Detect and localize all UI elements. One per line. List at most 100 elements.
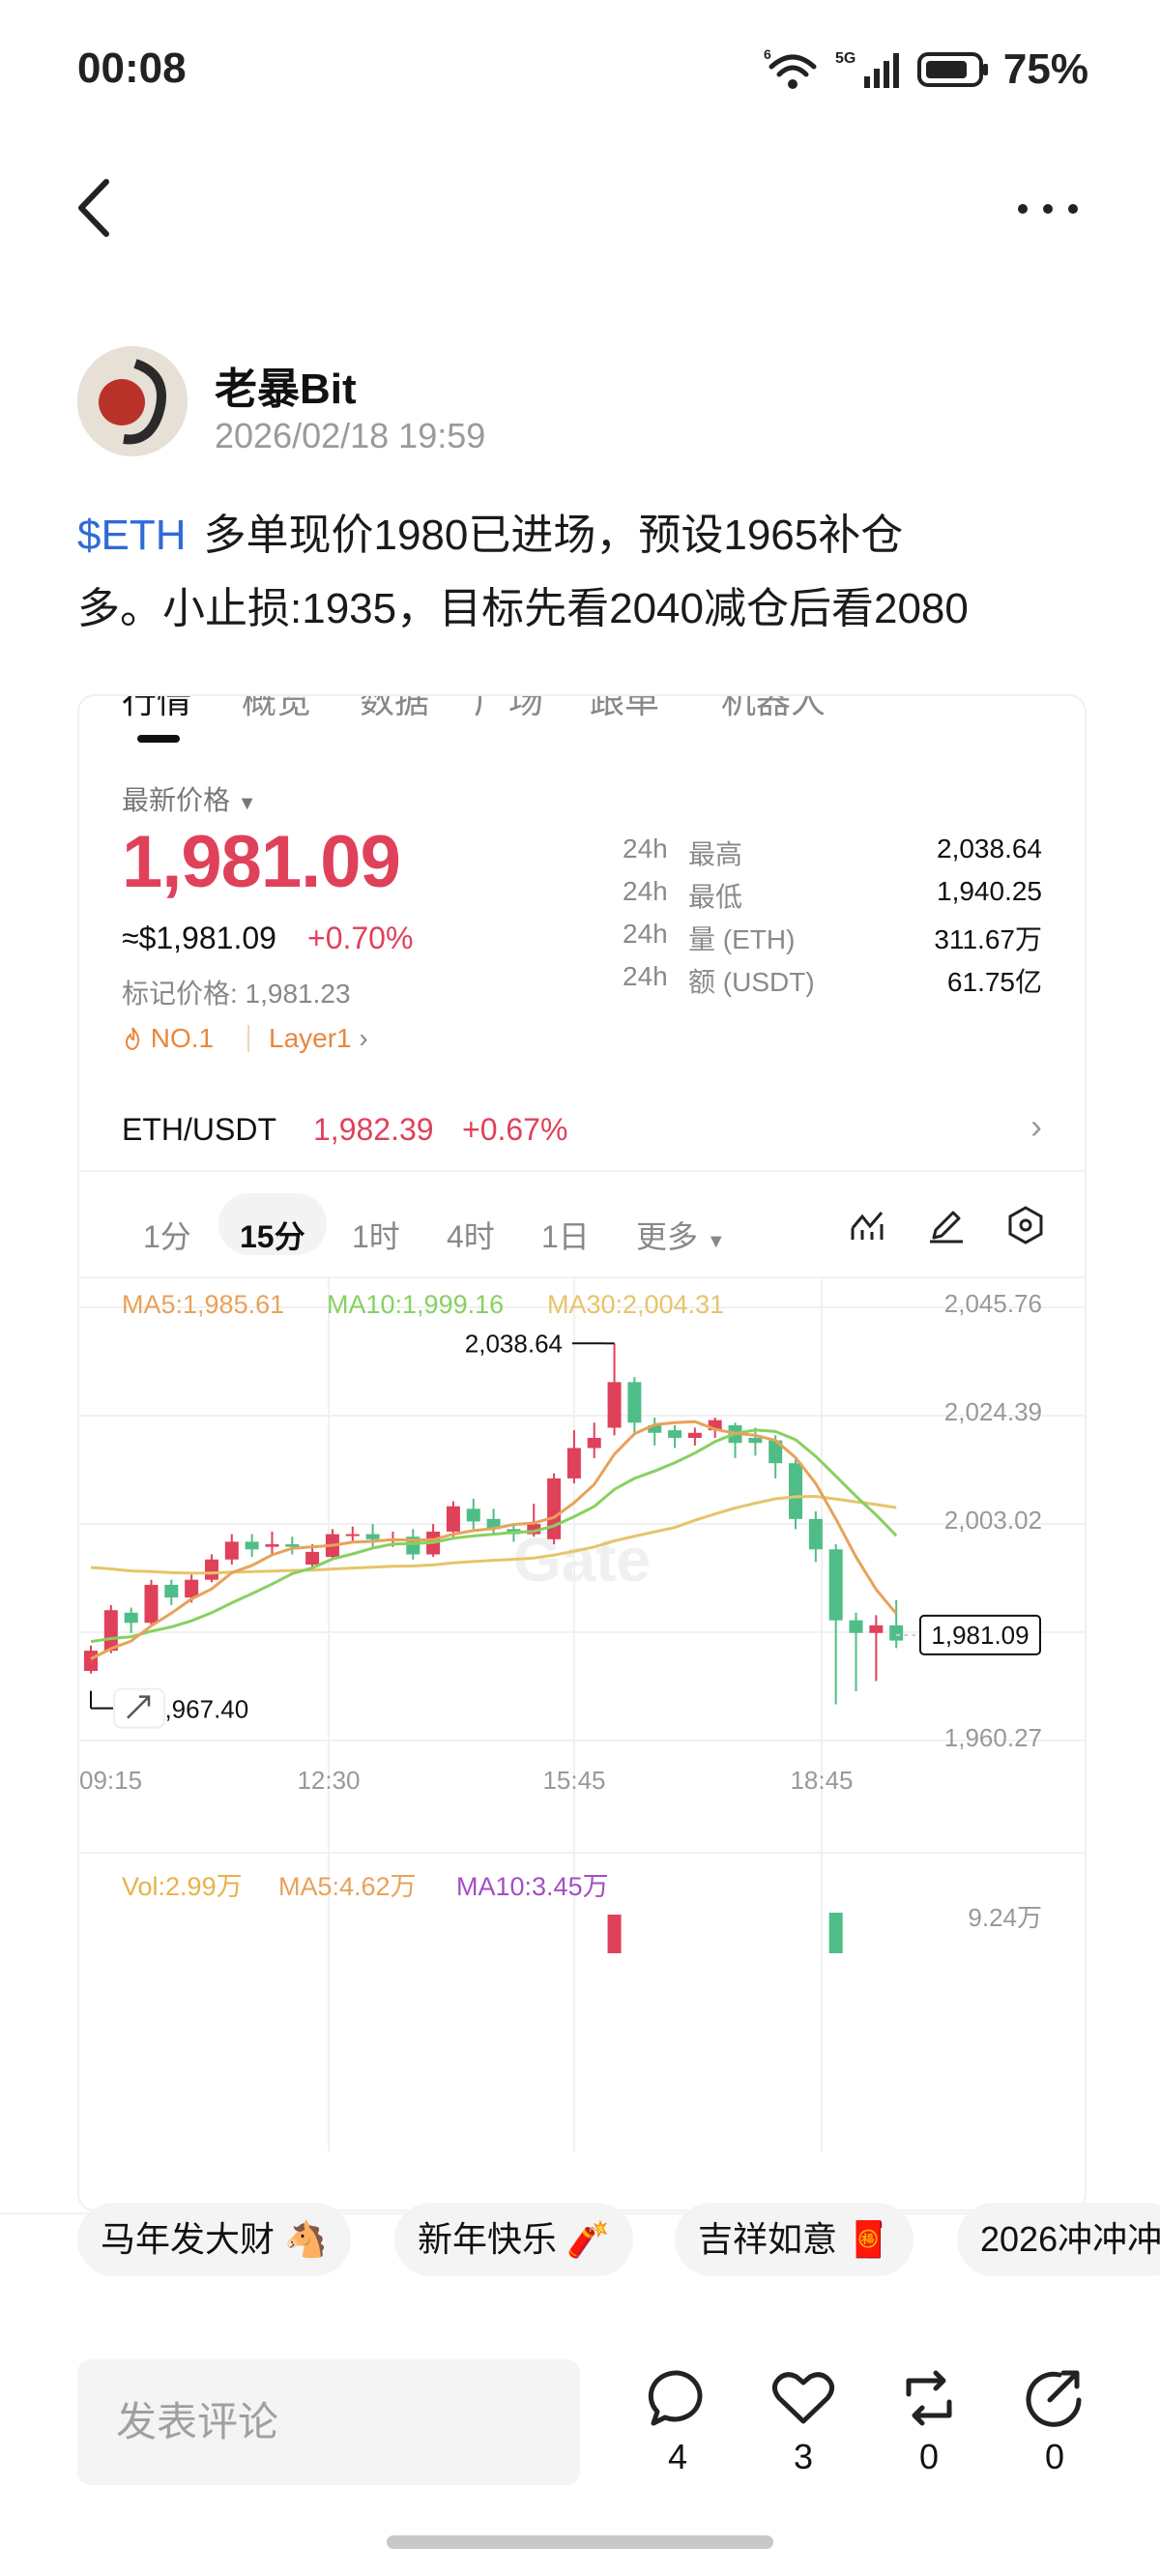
stat-value-low: 1,940.25	[937, 876, 1042, 906]
candle-body	[164, 1584, 179, 1598]
more-options-button[interactable]	[1013, 190, 1083, 228]
candle-body	[708, 1420, 722, 1431]
stat-value-volume: 311.67万	[934, 924, 1042, 954]
tab-bots[interactable]: 机器人	[721, 696, 826, 720]
timeframe-1m[interactable]: 1分	[143, 1219, 191, 1254]
volume-bar	[607, 1915, 622, 1953]
candle-body	[144, 1584, 159, 1624]
candle-body	[345, 1534, 360, 1537]
stat-period: 24h	[623, 834, 668, 864]
timeframe-more-text: 更多	[636, 1219, 699, 1254]
share-count: 0	[1044, 2437, 1065, 2476]
status-time: 00:08	[77, 44, 187, 92]
network-label: 5G	[835, 50, 856, 67]
chevron-right-icon: ›	[359, 1023, 368, 1053]
back-button[interactable]	[68, 174, 122, 242]
timeframe-1h[interactable]: 1时	[352, 1219, 400, 1254]
latest-price: 1,981.09	[122, 821, 401, 903]
stat-value-high: 2,038.64	[937, 834, 1042, 864]
rank-separator	[247, 1025, 249, 1052]
tab-square[interactable]: 广场	[474, 696, 544, 720]
candle-body	[566, 1448, 581, 1478]
latest-price-label[interactable]: 最新价格 ▼	[122, 779, 257, 818]
draw-pen-icon[interactable]	[926, 1205, 967, 1245]
candle-body	[789, 1463, 803, 1519]
x-tick-label: 15:45	[542, 1766, 605, 1795]
tab-data[interactable]: 数据	[360, 696, 430, 720]
author-name[interactable]: 老暴Bit	[215, 366, 357, 413]
quick-reply-chip[interactable]: 吉祥如意 🧧	[675, 2203, 914, 2276]
candle-body	[587, 1437, 601, 1449]
settings-hexagon-icon[interactable]	[1005, 1205, 1046, 1245]
x-tick-label: 18:45	[790, 1766, 853, 1795]
rank-text: NO.1	[150, 1023, 215, 1053]
tab-copy-trading[interactable]: 跟单	[590, 696, 660, 720]
comment-input[interactable]: 发表评论	[77, 2359, 580, 2485]
home-indicator	[387, 2535, 773, 2549]
post-body: $ETH 多单现价1980已进场，预设1965补仓 多。小止损:1935，目标先看…	[77, 499, 1102, 646]
candle-body	[446, 1506, 460, 1532]
quick-reply-chip[interactable]: 马年发大财 🐴	[77, 2203, 351, 2276]
repost-icon[interactable]	[895, 2367, 963, 2429]
svg-text:6: 6	[764, 47, 771, 62]
tab-indicator	[137, 735, 180, 743]
candle-body	[849, 1620, 863, 1633]
coin-tag-link[interactable]: $ETH	[77, 512, 187, 559]
ma10-line	[90, 1428, 898, 1644]
indicator-icon[interactable]	[849, 1207, 887, 1245]
x-tick-label: 09:15	[79, 1766, 142, 1795]
comment-icon[interactable]	[644, 2367, 711, 2429]
tab-overview[interactable]: 概览	[242, 696, 312, 720]
timeframe-1d[interactable]: 1日	[541, 1219, 590, 1254]
stat-period: 24h	[623, 876, 668, 906]
tab-market[interactable]: 行情	[122, 696, 192, 720]
layer-tag[interactable]: Layer1 ›	[269, 1023, 368, 1054]
volume-legend-ma5: MA5:4.62万	[278, 1872, 417, 1901]
expand-icon	[127, 1695, 151, 1719]
chevron-right-icon[interactable]: ›	[1030, 1106, 1042, 1146]
quick-reply-chip[interactable]: 新年快乐 🧨	[394, 2203, 633, 2276]
quick-reply-chip[interactable]: 2026冲冲冲	[957, 2203, 1160, 2276]
volume-legend-ma10: MA10:3.45万	[456, 1872, 609, 1901]
divider	[79, 1170, 1085, 1172]
high-price-label: 2,038.64	[465, 1329, 563, 1358]
pair-price: 1,982.39	[313, 1112, 434, 1147]
candle-body	[365, 1534, 380, 1539]
timeframe-4h[interactable]: 4时	[447, 1219, 495, 1254]
candle-body	[245, 1541, 259, 1550]
y-tick-label: 2,003.02	[944, 1506, 1042, 1535]
candle-body	[486, 1518, 501, 1530]
timeframe-15m[interactable]: 15分	[240, 1219, 305, 1254]
rank-badge[interactable]: NO.1	[122, 1023, 214, 1054]
stat-label-volume: 量 (ETH)	[688, 924, 796, 954]
candle-body	[808, 1518, 823, 1550]
like-count: 3	[793, 2437, 814, 2476]
ma-legend-ma10: MA10:1,999.16	[327, 1290, 504, 1319]
stat-value-turnover: 61.75亿	[946, 967, 1042, 997]
caret-down-icon: ▼	[706, 1231, 726, 1252]
comment-count: 4	[667, 2437, 688, 2476]
heart-icon[interactable]	[769, 2367, 837, 2429]
pair-name[interactable]: ETH/USDT	[122, 1112, 276, 1147]
stat-period: 24h	[623, 961, 668, 991]
candle-body	[869, 1625, 884, 1633]
cellular-signal-icon: 5G	[835, 50, 899, 88]
card-tabs: 行情 概览 数据 广场 跟单 机器人	[79, 696, 1085, 745]
post-line-2: 多。小止损:1935，目标先看2040减仓后看2080	[77, 585, 969, 632]
candle-body	[265, 1544, 279, 1547]
caret-down-icon: ▼	[237, 793, 257, 814]
candle-body	[285, 1544, 300, 1547]
timeframe-more[interactable]: 更多 ▼	[636, 1213, 726, 1257]
market-card[interactable]: 行情 概览 数据 广场 跟单 机器人 最新价格 ▼ 1,981.09 ≈$1,9…	[77, 694, 1087, 2211]
current-price-tag	[919, 1614, 1041, 1655]
y-tick-label: 1,960.27	[944, 1723, 1042, 1752]
share-icon[interactable]	[1021, 2367, 1088, 2429]
repost-count: 0	[918, 2437, 940, 2476]
candle-body	[466, 1508, 480, 1522]
candle-body	[185, 1579, 199, 1598]
candle-body	[204, 1559, 218, 1580]
avatar[interactable]	[77, 346, 188, 456]
candle-body	[103, 1610, 118, 1652]
volume-tick-label: 9.24万	[968, 1903, 1042, 1932]
